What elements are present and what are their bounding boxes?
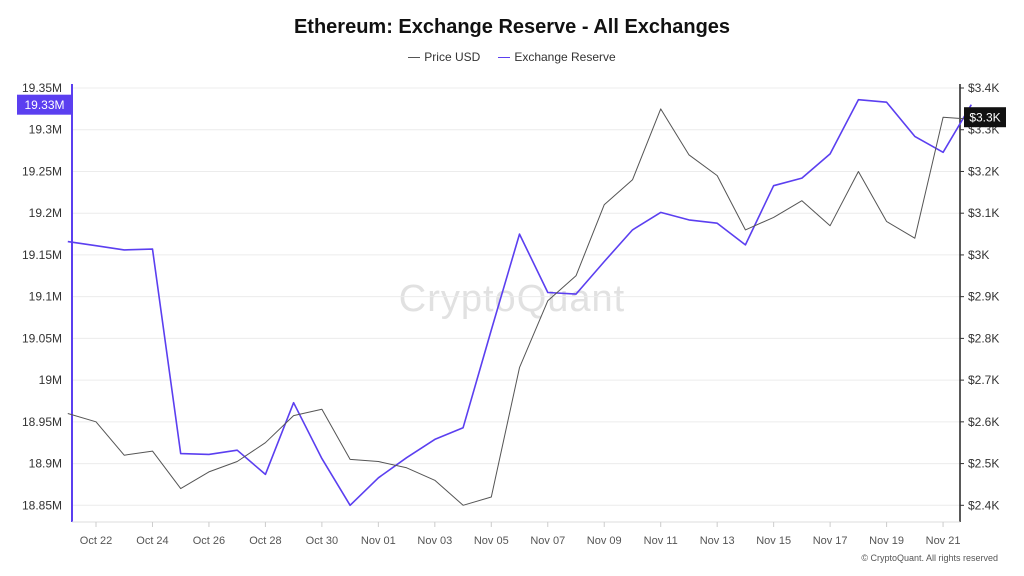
- x-axis-ticks: Oct 22 Oct 24 Oct 26 Oct 28 Oct 30 Nov 01 Nov …: [80, 522, 961, 547]
- right-axis-ticks: $2.4K $2.5K $2.6K $2.7K $2.8K $2.9K $3K $3.1K $3…: [960, 81, 999, 512]
- grid: [72, 87, 960, 506]
- reserve-value-badge: [17, 94, 72, 115]
- left-tick-label: 19.35M: [22, 81, 62, 95]
- price-value-badge: [964, 107, 1006, 128]
- series-lines: [67, 98, 972, 507]
- chart-title: Ethereum: Exchange Reserve - All Exchang…: [293, 16, 731, 38]
- copyright-footer: © CryptoQuant. All rights reserved: [861, 553, 998, 563]
- legend-item-price[interactable]: Price USD: [408, 50, 480, 64]
- x-tick-label: Oct 24: [136, 535, 168, 547]
- left-tick-label: 18.85M: [22, 498, 62, 512]
- x-tick-label: Oct 28: [249, 535, 281, 547]
- x-tick-label: Nov 05: [474, 535, 509, 547]
- reserve-value-badge-text: 19.33M: [24, 98, 64, 112]
- legend-swatch-price: [408, 56, 421, 58]
- watermark-logo: CryptoQuant: [398, 278, 626, 320]
- x-tick-label: Nov 15: [756, 535, 791, 547]
- left-tick-label: 19.2M: [29, 206, 62, 220]
- left-tick-label: 19.15M: [22, 248, 62, 262]
- right-tick-label: $2.5K: [968, 457, 999, 471]
- legend: Price USD Exchange Reserve: [0, 50, 1024, 64]
- x-tick-label: Nov 21: [926, 535, 961, 547]
- right-tick-label: $3.4K: [968, 81, 999, 95]
- x-tick-label: Nov 17: [813, 535, 848, 547]
- left-tick-label: 19.1M: [29, 290, 62, 304]
- axes: [71, 84, 961, 523]
- x-tick-label: Nov 11: [644, 535, 678, 547]
- legend-label-price: Price USD: [424, 50, 481, 64]
- series-line-price-usd: [67, 108, 972, 506]
- right-tick-label: $2.6K: [968, 415, 999, 429]
- x-tick-label: Oct 22: [80, 535, 112, 547]
- left-tick-label: 18.9M: [29, 457, 62, 471]
- right-tick-label: $3.1K: [968, 206, 999, 220]
- x-tick-label: Oct 30: [306, 535, 338, 547]
- left-axis-ticks: 18.85M 18.9M 18.95M 19M 19.05M 19.1M 19.15M 19.…: [22, 81, 62, 512]
- left-tick-label: 19M: [39, 373, 62, 387]
- right-tick-label: $2.9K: [968, 290, 999, 304]
- series-line-exchange-reserve: [67, 98, 972, 507]
- right-tick-label: $3K: [968, 248, 989, 262]
- right-tick-label: $2.8K: [968, 331, 999, 345]
- legend-item-reserve[interactable]: Exchange Reserve: [498, 50, 616, 64]
- value-badges: 19.33M $3.3K: [17, 94, 1006, 128]
- x-tick-label: Nov 09: [587, 535, 622, 547]
- x-tick-label: Nov 01: [361, 535, 396, 547]
- legend-label-reserve: Exchange Reserve: [514, 50, 616, 64]
- x-tick-label: Nov 03: [417, 535, 452, 547]
- left-tick-label: 19.25M: [22, 164, 62, 178]
- left-tick-label: 18.95M: [22, 415, 62, 429]
- left-tick-label: 19.3M: [29, 123, 62, 137]
- x-tick-label: Nov 07: [530, 535, 565, 547]
- legend-swatch-reserve: [498, 56, 511, 58]
- right-tick-label: $2.7K: [968, 373, 999, 387]
- price-value-badge-text: $3.3K: [969, 111, 1000, 125]
- left-tick-label: 19.05M: [22, 331, 62, 345]
- x-tick-label: Oct 26: [193, 535, 225, 547]
- x-tick-label: Nov 13: [700, 535, 735, 547]
- right-tick-label: $2.4K: [968, 498, 999, 512]
- x-tick-label: Nov 19: [869, 535, 904, 547]
- right-tick-label: $3.2K: [968, 164, 999, 178]
